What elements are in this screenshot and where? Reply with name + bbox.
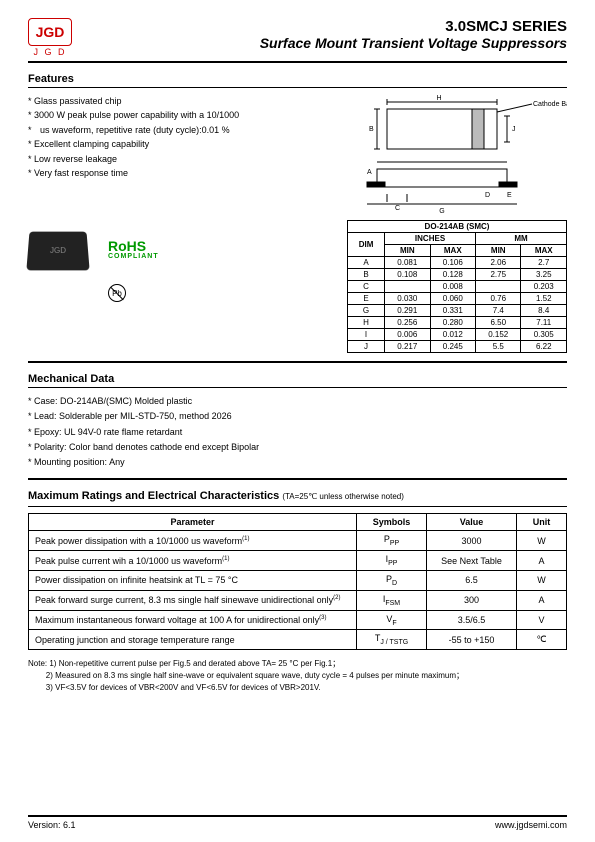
svg-text:B: B bbox=[369, 126, 374, 133]
ratings-table: Parameter Symbols Value Unit Peak power … bbox=[28, 513, 567, 650]
dim-row: B0.1080.1282.753.25 bbox=[348, 269, 567, 281]
version-label: Version: 6.1 bbox=[28, 820, 76, 830]
ratings-heading: Maximum Ratings and Electrical Character… bbox=[28, 490, 279, 502]
logo-sub: J G D bbox=[33, 47, 66, 57]
ratings-row: Peak pulse current wih a 10/1000 us wave… bbox=[29, 551, 567, 571]
dim-row: E0.0300.0600.761.52 bbox=[348, 293, 567, 305]
ratings-cond: (TA=25℃ unless otherwise noted) bbox=[282, 492, 404, 501]
features-section: Features Glass passivated chip 3000 W pe… bbox=[28, 73, 567, 353]
footer-url: www.jgdsemi.com bbox=[495, 820, 567, 830]
ratings-row: Peak forward surge current, 8.3 ms singl… bbox=[29, 590, 567, 610]
rohs-label: RoHS bbox=[108, 240, 159, 253]
feature-item: 3000 W peak pulse power capability with … bbox=[28, 108, 327, 122]
notes: Note: 1) Non-repetitive current pulse pe… bbox=[28, 658, 567, 694]
header: JGD J G D 3.0SMCJ SERIES Surface Mount T… bbox=[28, 18, 567, 63]
pb-free-icon: Pb bbox=[98, 284, 327, 302]
dim-row: C0.0080.203 bbox=[348, 281, 567, 293]
feature-item: Low reverse leakage bbox=[28, 152, 327, 166]
svg-text:E: E bbox=[507, 192, 512, 199]
title-series: 3.0SMCJ SERIES bbox=[260, 18, 567, 35]
svg-text:A: A bbox=[367, 169, 372, 176]
dim-row: H0.2560.2806.507.11 bbox=[348, 317, 567, 329]
ratings-row: Power dissipation on infinite heatsink a… bbox=[29, 571, 567, 591]
features-heading: Features bbox=[28, 73, 567, 88]
ratings-section: Maximum Ratings and Electrical Character… bbox=[28, 490, 567, 694]
dim-caption: DO-214AB (SMC) bbox=[348, 221, 567, 233]
svg-text:H: H bbox=[436, 95, 441, 102]
rohs-sub: COMPLIANT bbox=[108, 253, 159, 260]
feature-item: Glass passivated chip bbox=[28, 94, 327, 108]
title-subtitle: Surface Mount Transient Voltage Suppress… bbox=[260, 35, 567, 51]
diagram-svg: H B J A C D E G bbox=[347, 94, 567, 214]
chip-image: JGD bbox=[26, 232, 89, 271]
dimension-table: DO-214AB (SMC) DIM INCHES MM MINMAX MINM… bbox=[347, 220, 567, 353]
svg-text:G: G bbox=[439, 208, 444, 214]
dim-row: G0.2910.3317.48.4 bbox=[348, 305, 567, 317]
mech-item: Polarity: Color band denotes cathode end… bbox=[28, 440, 567, 455]
ratings-row: Peak power dissipation with a 10/1000 us… bbox=[29, 531, 567, 551]
dim-row: I0.0060.0120.1520.305 bbox=[348, 329, 567, 341]
dim-row: A0.0810.1062.062.7 bbox=[348, 257, 567, 269]
feature-item: Very fast response time bbox=[28, 166, 327, 180]
feature-item: Excellent clamping capability bbox=[28, 137, 327, 151]
svg-text:C: C bbox=[395, 205, 400, 212]
svg-text:D: D bbox=[485, 192, 490, 199]
mech-item: Case: DO-214AB/(SMC) Molded plastic bbox=[28, 394, 567, 409]
logo-monogram: JGD bbox=[28, 18, 72, 46]
features-list: Glass passivated chip 3000 W peak pulse … bbox=[28, 94, 327, 180]
ratings-row: Operating junction and storage temperatu… bbox=[29, 630, 567, 650]
mech-item: Mounting position: Any bbox=[28, 455, 567, 470]
dim-head: DIM bbox=[348, 233, 385, 257]
mechanical-list: Case: DO-214AB/(SMC) Molded plastic Lead… bbox=[28, 394, 567, 470]
title-block: 3.0SMCJ SERIES Surface Mount Transient V… bbox=[260, 18, 567, 51]
package-diagram: H B J A C D E G bbox=[347, 94, 567, 216]
rohs-block: RoHS COMPLIANT bbox=[108, 240, 159, 260]
footer: Version: 6.1 www.jgdsemi.com bbox=[28, 815, 567, 830]
dim-row: J0.2170.2455.56.22 bbox=[348, 341, 567, 353]
feature-item: * us waveform, repetitive rate (duty cyc… bbox=[28, 123, 327, 137]
mechanical-heading: Mechanical Data bbox=[28, 373, 567, 388]
mech-item: Epoxy: UL 94V-0 rate flame retardant bbox=[28, 425, 567, 440]
mechanical-section: Mechanical Data Case: DO-214AB/(SMC) Mol… bbox=[28, 373, 567, 470]
cathode-label: Cathode Band bbox=[533, 101, 567, 108]
svg-text:J: J bbox=[512, 126, 516, 133]
chip-graphics: JGD RoHS COMPLIANT bbox=[28, 230, 327, 270]
logo: JGD J G D bbox=[28, 18, 72, 57]
ratings-row: Maximum instantaneous forward voltage at… bbox=[29, 610, 567, 630]
mech-item: Lead: Solderable per MIL-STD-750, method… bbox=[28, 409, 567, 424]
